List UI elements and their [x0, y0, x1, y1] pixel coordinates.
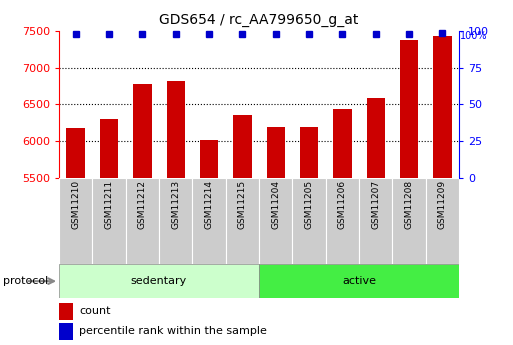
Bar: [359, 178, 392, 264]
Bar: [100, 119, 118, 178]
Bar: [326, 178, 359, 264]
Bar: [59, 264, 259, 298]
Text: active: active: [342, 276, 376, 286]
Bar: [426, 178, 459, 264]
Bar: [200, 140, 218, 178]
Bar: [300, 127, 318, 178]
Bar: [59, 323, 73, 340]
Text: 100%: 100%: [460, 31, 488, 41]
Bar: [67, 128, 85, 178]
Text: GSM11206: GSM11206: [338, 180, 347, 229]
Bar: [159, 178, 192, 264]
Bar: [59, 178, 92, 264]
Text: protocol: protocol: [3, 276, 48, 286]
Bar: [233, 115, 251, 178]
Text: count: count: [79, 306, 110, 316]
Bar: [392, 178, 426, 264]
Text: GSM11214: GSM11214: [205, 180, 213, 229]
Bar: [92, 178, 126, 264]
Bar: [333, 109, 351, 178]
Text: GSM11212: GSM11212: [138, 180, 147, 229]
Bar: [59, 303, 73, 320]
Text: GSM11208: GSM11208: [405, 180, 413, 229]
Text: GSM11210: GSM11210: [71, 180, 80, 229]
Bar: [126, 178, 159, 264]
Bar: [433, 36, 451, 178]
Bar: [400, 40, 418, 178]
Bar: [192, 178, 226, 264]
Bar: [292, 178, 326, 264]
Title: GDS654 / rc_AA799650_g_at: GDS654 / rc_AA799650_g_at: [160, 13, 359, 27]
Text: GSM11207: GSM11207: [371, 180, 380, 229]
Bar: [133, 84, 151, 178]
Text: GSM11213: GSM11213: [171, 180, 180, 229]
Bar: [167, 81, 185, 178]
Bar: [267, 127, 285, 178]
Text: GSM11204: GSM11204: [271, 180, 280, 229]
Text: percentile rank within the sample: percentile rank within the sample: [79, 326, 267, 336]
Bar: [259, 178, 292, 264]
Bar: [226, 178, 259, 264]
Bar: [367, 99, 385, 178]
Text: sedentary: sedentary: [131, 276, 187, 286]
Text: GSM11209: GSM11209: [438, 180, 447, 229]
Text: GSM11205: GSM11205: [305, 180, 313, 229]
Bar: [259, 264, 459, 298]
Text: GSM11215: GSM11215: [238, 180, 247, 229]
Text: GSM11211: GSM11211: [105, 180, 113, 229]
